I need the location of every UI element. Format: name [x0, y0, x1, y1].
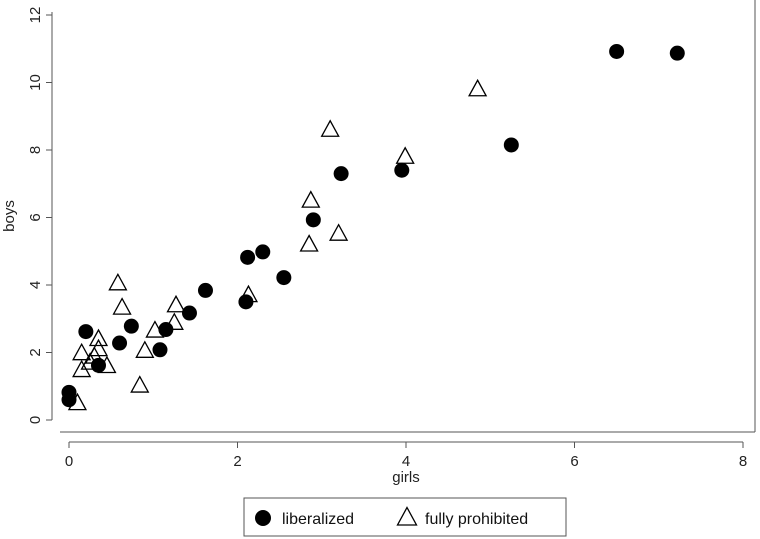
y-axis: 0 2 4 6 8 10 12	[27, 7, 53, 424]
x-tick-label: 8	[739, 453, 747, 470]
data-point-fully-prohibited	[88, 338, 109, 357]
data-point-liberalized	[240, 249, 256, 265]
y-tick-label: 4	[27, 281, 44, 289]
y-tick-label: 6	[27, 213, 44, 221]
y-tick-label: 10	[27, 74, 44, 91]
data-point-liberalized	[333, 166, 349, 182]
legend: liberalized fully prohibited	[243, 497, 567, 537]
x-tick-label: 6	[570, 453, 578, 470]
data-point-fully-prohibited	[320, 119, 340, 137]
data-point-liberalized	[276, 270, 292, 286]
legend-box	[243, 497, 567, 537]
y-tick-label: 0	[27, 416, 44, 424]
data-point-fully-prohibited	[301, 190, 321, 208]
data-point-liberalized	[123, 318, 139, 334]
x-tick-label: 2	[233, 453, 241, 470]
data-point-liberalized	[305, 212, 321, 228]
data-point-fully-prohibited	[72, 342, 92, 361]
data-point-fully-prohibited	[164, 312, 184, 330]
data-point-fully-prohibited	[395, 146, 415, 164]
data-point-fully-prohibited	[468, 78, 488, 97]
data-point-fully-prohibited	[238, 284, 259, 303]
data-point-fully-prohibited	[67, 392, 88, 411]
data-point-liberalized	[197, 282, 213, 298]
data-point-fully-prohibited	[299, 234, 319, 252]
legend-marker-fully-prohibited	[396, 506, 418, 526]
data-point-fully-prohibited	[329, 223, 349, 241]
legend-label-fully-prohibited: fully prohibited	[425, 511, 528, 528]
data-point-fully-prohibited	[108, 272, 128, 291]
x-tick-label: 0	[65, 453, 73, 470]
legend-label-liberalized: liberalized	[282, 511, 354, 528]
y-tick-label: 12	[27, 7, 44, 24]
y-tick-label: 8	[27, 146, 44, 154]
data-point-fully-prohibited	[97, 355, 117, 374]
x-tick-label: 4	[402, 453, 410, 470]
data-point-liberalized	[181, 305, 197, 321]
data-point-liberalized	[152, 342, 168, 358]
data-point-liberalized	[112, 335, 128, 351]
series-liberalized	[61, 43, 685, 408]
legend-marker-liberalized	[255, 510, 271, 526]
data-point-liberalized	[669, 45, 685, 61]
plot-region	[60, 0, 756, 433]
x-axis-title: girls	[392, 469, 420, 486]
data-point-fully-prohibited	[80, 352, 100, 370]
y-axis-title: boys	[1, 200, 18, 232]
data-point-fully-prohibited	[130, 375, 150, 393]
data-point-fully-prohibited	[112, 297, 132, 315]
points-layer	[61, 43, 685, 411]
data-point-fully-prohibited	[88, 328, 109, 347]
y-tick-label: 2	[27, 348, 44, 356]
data-point-liberalized	[255, 244, 271, 260]
series-fully-prohibited	[67, 78, 488, 411]
data-point-liberalized	[503, 137, 519, 153]
data-point-fully-prohibited	[135, 340, 155, 358]
x-axis: 0 2 4 6 8	[65, 441, 747, 470]
data-point-fully-prohibited	[166, 294, 186, 313]
data-point-liberalized	[394, 162, 410, 178]
data-point-liberalized	[78, 324, 94, 340]
data-point-liberalized	[609, 43, 625, 59]
data-point-fully-prohibited	[145, 320, 165, 338]
